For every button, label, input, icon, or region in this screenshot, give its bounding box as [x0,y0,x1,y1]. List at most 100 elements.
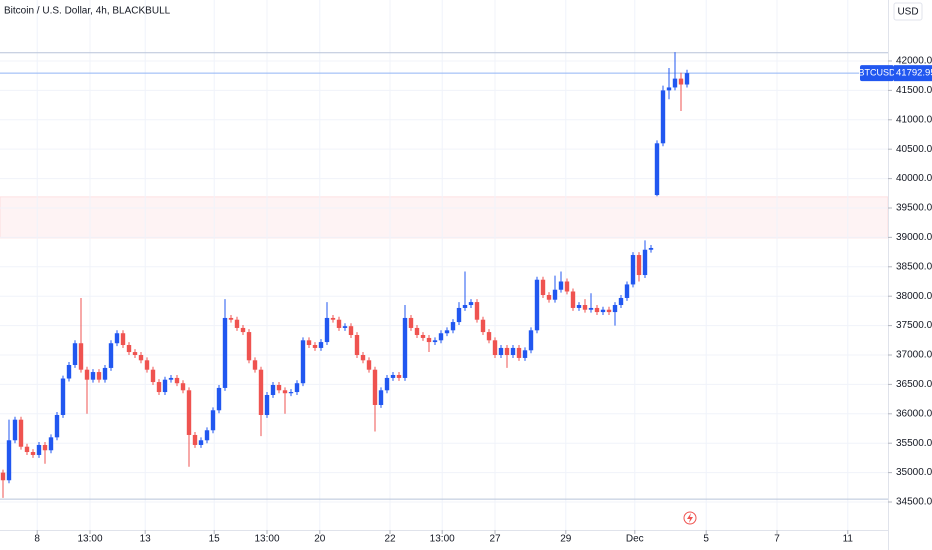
candle-body [456,307,462,323]
y-tick-label: 37000.00 [896,350,932,361]
candle-body [144,360,150,370]
candle-body [372,369,378,405]
y-tick-label: 35500.00 [896,438,932,449]
y-tick-label: 40000.00 [896,173,932,184]
candle-body [330,317,336,320]
candle-body [288,392,294,394]
candle-body [636,255,642,276]
candle-body [30,452,36,455]
plot [0,52,690,498]
last-price-label: 41792.95 [896,68,932,79]
candle-body [162,379,168,393]
y-tick-label: 34500.00 [896,497,932,508]
candle-body [306,340,312,346]
candle-body [150,369,156,383]
candle-body [276,384,282,391]
candle-body [540,279,546,296]
candle-body [132,352,138,355]
candle-body [120,333,126,346]
candle-body [84,369,90,380]
candle-body [48,437,54,451]
x-tick-label: 11 [843,534,854,545]
zone [0,196,889,239]
candle-body [258,369,264,415]
candle-body [552,289,558,300]
candle-body [594,307,600,313]
candle-body [378,390,384,405]
candle-body [366,360,372,370]
alert-icon[interactable] [683,511,697,525]
candle-body [612,305,618,313]
candle-body [516,347,522,358]
x-tick-label: 7 [774,534,780,545]
candle-body [222,317,228,388]
candle-body [492,340,498,355]
candle-body [102,367,108,380]
candle-body [342,326,348,328]
candle-body [180,383,186,391]
candle-body [360,354,366,361]
x-tick-label: 29 [560,534,572,545]
candle-body [282,390,288,394]
candle-body [582,305,588,310]
grid [0,0,889,530]
candle-body [432,340,438,343]
y-tick-label: 41000.00 [896,114,932,125]
candle-body [618,297,624,306]
price-box [894,65,932,82]
candle-body [0,472,6,481]
candle-body [396,374,402,378]
y-tick-label: 38500.00 [896,261,932,272]
candle-body [192,434,198,445]
candle-body [660,90,666,144]
candle-body [408,317,414,328]
candle-body [486,332,492,341]
symbol-label: BTCUSD [858,68,896,78]
candle-body [198,440,204,445]
candle-body [444,330,450,334]
candle-body [72,343,78,365]
candle-body [228,317,234,320]
candle-body [420,335,426,338]
candle-body [114,333,120,344]
symbol-box [860,65,894,82]
candle-body [324,317,330,343]
candle-body [234,319,240,328]
candle-body [246,332,252,361]
candle-body [54,414,60,438]
candle-body [156,382,162,393]
candle-body [480,319,486,333]
candle-body [546,295,552,300]
candle-body [384,377,390,391]
candle-body [138,354,144,361]
candle-body [678,78,684,85]
candle-body [390,374,396,378]
candle-body [450,322,456,331]
candle-body [66,364,72,379]
candle-body [204,430,210,441]
candle-body [216,387,222,411]
candle-body [606,309,612,313]
candle-body [504,347,510,355]
candle-body [576,305,582,308]
y-tick-label: 38000.00 [896,291,932,302]
y-tick-label: 39500.00 [896,203,932,214]
x-tick-label: 20 [314,534,326,545]
candle-body [12,419,18,441]
x-tick-label: 5 [703,534,709,545]
candle-body [438,333,444,341]
candle-body [468,302,474,306]
y-tick-label: 42000.00 [896,56,932,67]
candle-body [534,279,540,331]
candle-body [18,419,24,447]
candle-body [624,284,630,298]
currency-box[interactable] [893,2,923,21]
candle-body [528,330,534,351]
x-tick-label: 22 [384,534,396,545]
candle-body [60,378,66,415]
candle-body [462,305,468,308]
x-tick-label: 13 [140,534,152,545]
currency: USD [897,7,918,18]
candle-body [654,143,660,196]
